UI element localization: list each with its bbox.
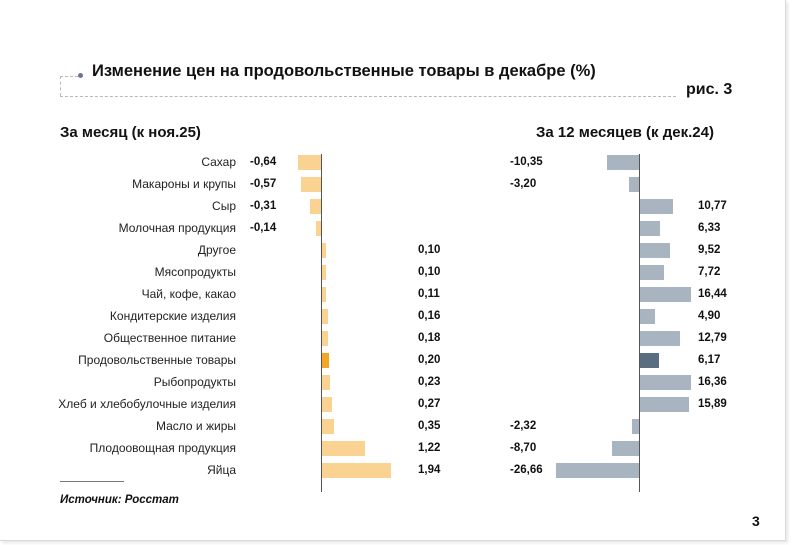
- month-bar: [298, 154, 321, 170]
- year-zero-axis: [639, 154, 640, 492]
- month-bar: [322, 374, 331, 390]
- year-value-label: -8,70: [510, 442, 537, 454]
- category-label: Молочная продукция: [118, 221, 236, 235]
- category-label: Сыр: [212, 199, 236, 213]
- source-note: Источник: Росстат: [60, 494, 179, 506]
- month-value-label: 0,16: [418, 310, 441, 322]
- month-value-label: 0,20: [418, 354, 441, 366]
- category-label: Хлеб и хлебобулочные изделия: [58, 397, 236, 411]
- year-bar: [612, 440, 639, 456]
- month-bar: [300, 176, 321, 192]
- month-value-label: -0,57: [250, 178, 277, 190]
- year-bar: [640, 330, 680, 346]
- category-label: Другое: [197, 243, 236, 257]
- month-bar: [322, 264, 326, 280]
- month-value-label: 1,94: [418, 464, 441, 476]
- year-value-label: -2,32: [510, 420, 537, 432]
- year-bar: [640, 198, 674, 214]
- figure-label: рис. 3: [686, 81, 733, 98]
- year-bar: [606, 154, 639, 170]
- title-decor-vline: [60, 76, 61, 96]
- month-bar: [316, 220, 321, 236]
- year-value-label: -10,35: [510, 156, 543, 168]
- month-bar: [322, 396, 332, 412]
- month-value-label: -0,14: [250, 222, 277, 234]
- year-bar: [640, 220, 660, 236]
- year-bar: [640, 396, 690, 412]
- year-value-label: 15,89: [698, 398, 727, 410]
- month-bar: [322, 418, 335, 434]
- year-value-label: 4,90: [698, 310, 721, 322]
- title-decor-line: [60, 76, 78, 77]
- year-value-label: -26,66: [510, 464, 543, 476]
- year-bar: [640, 374, 691, 390]
- page-number: 3: [752, 513, 760, 529]
- category-label: Масло и жиры: [155, 419, 236, 433]
- month-bar: [322, 242, 326, 258]
- year-value-label: 12,79: [698, 332, 727, 344]
- year-value-label: 16,36: [698, 376, 727, 388]
- year-bar: [640, 308, 656, 324]
- month-bar: [322, 440, 366, 456]
- title-bullet-icon: [78, 73, 83, 78]
- year-value-label: 10,77: [698, 200, 727, 212]
- month-value-label: 0,35: [418, 420, 441, 432]
- category-label: Общественное питание: [103, 331, 236, 345]
- year-bar: [629, 176, 639, 192]
- month-value-label: 0,23: [418, 376, 441, 388]
- category-label: Мясопродукты: [154, 265, 236, 279]
- year-value-label: 6,17: [698, 354, 721, 366]
- year-bar: [640, 242, 670, 258]
- month-value-label: -0,31: [250, 200, 277, 212]
- category-label: Макароны и крупы: [132, 177, 236, 191]
- year-value-label: 16,44: [698, 288, 727, 300]
- month-value-label: 1,22: [418, 442, 441, 454]
- year-bar: [556, 462, 639, 478]
- year-bar: [640, 352, 660, 368]
- category-label: Яйца: [207, 463, 236, 477]
- category-label: Сахар: [201, 155, 236, 169]
- category-label: Чай, кофе, какао: [141, 287, 236, 301]
- month-value-label: 0,18: [418, 332, 441, 344]
- month-zero-axis: [321, 154, 322, 492]
- title-decor-bottom: [60, 96, 676, 97]
- month-value-label: 0,27: [418, 398, 441, 410]
- chart-title: Изменение цен на продовольственные товар…: [92, 62, 596, 80]
- page-frame: [0, 0, 786, 541]
- year-bar: [640, 286, 691, 302]
- year-value-label: 9,52: [698, 244, 721, 256]
- month-bar: [322, 330, 329, 346]
- panel-title-month: За месяц (к ноя.25): [60, 124, 201, 141]
- month-value-label: -0,64: [250, 156, 277, 168]
- source-divider: [60, 481, 124, 482]
- month-bar: [322, 462, 391, 478]
- panel-title-year: За 12 месяцев (к дек.24): [536, 124, 714, 141]
- year-value-label: 6,33: [698, 222, 721, 234]
- year-value-label: 7,72: [698, 266, 721, 278]
- category-label: Рыбопродукты: [153, 375, 236, 389]
- month-value-label: 0,10: [418, 244, 441, 256]
- category-label: Кондитерские изделия: [109, 309, 236, 323]
- category-label: Плодоовощная продукция: [89, 441, 236, 455]
- month-value-label: 0,10: [418, 266, 441, 278]
- year-bar: [640, 264, 664, 280]
- month-bar: [322, 352, 330, 368]
- month-bar: [322, 308, 328, 324]
- year-value-label: -3,20: [510, 178, 537, 190]
- month-value-label: 0,11: [418, 288, 440, 300]
- category-label: Продовольственные товары: [78, 353, 236, 367]
- year-bar: [631, 418, 639, 434]
- month-bar: [309, 198, 321, 214]
- month-bar: [322, 286, 326, 302]
